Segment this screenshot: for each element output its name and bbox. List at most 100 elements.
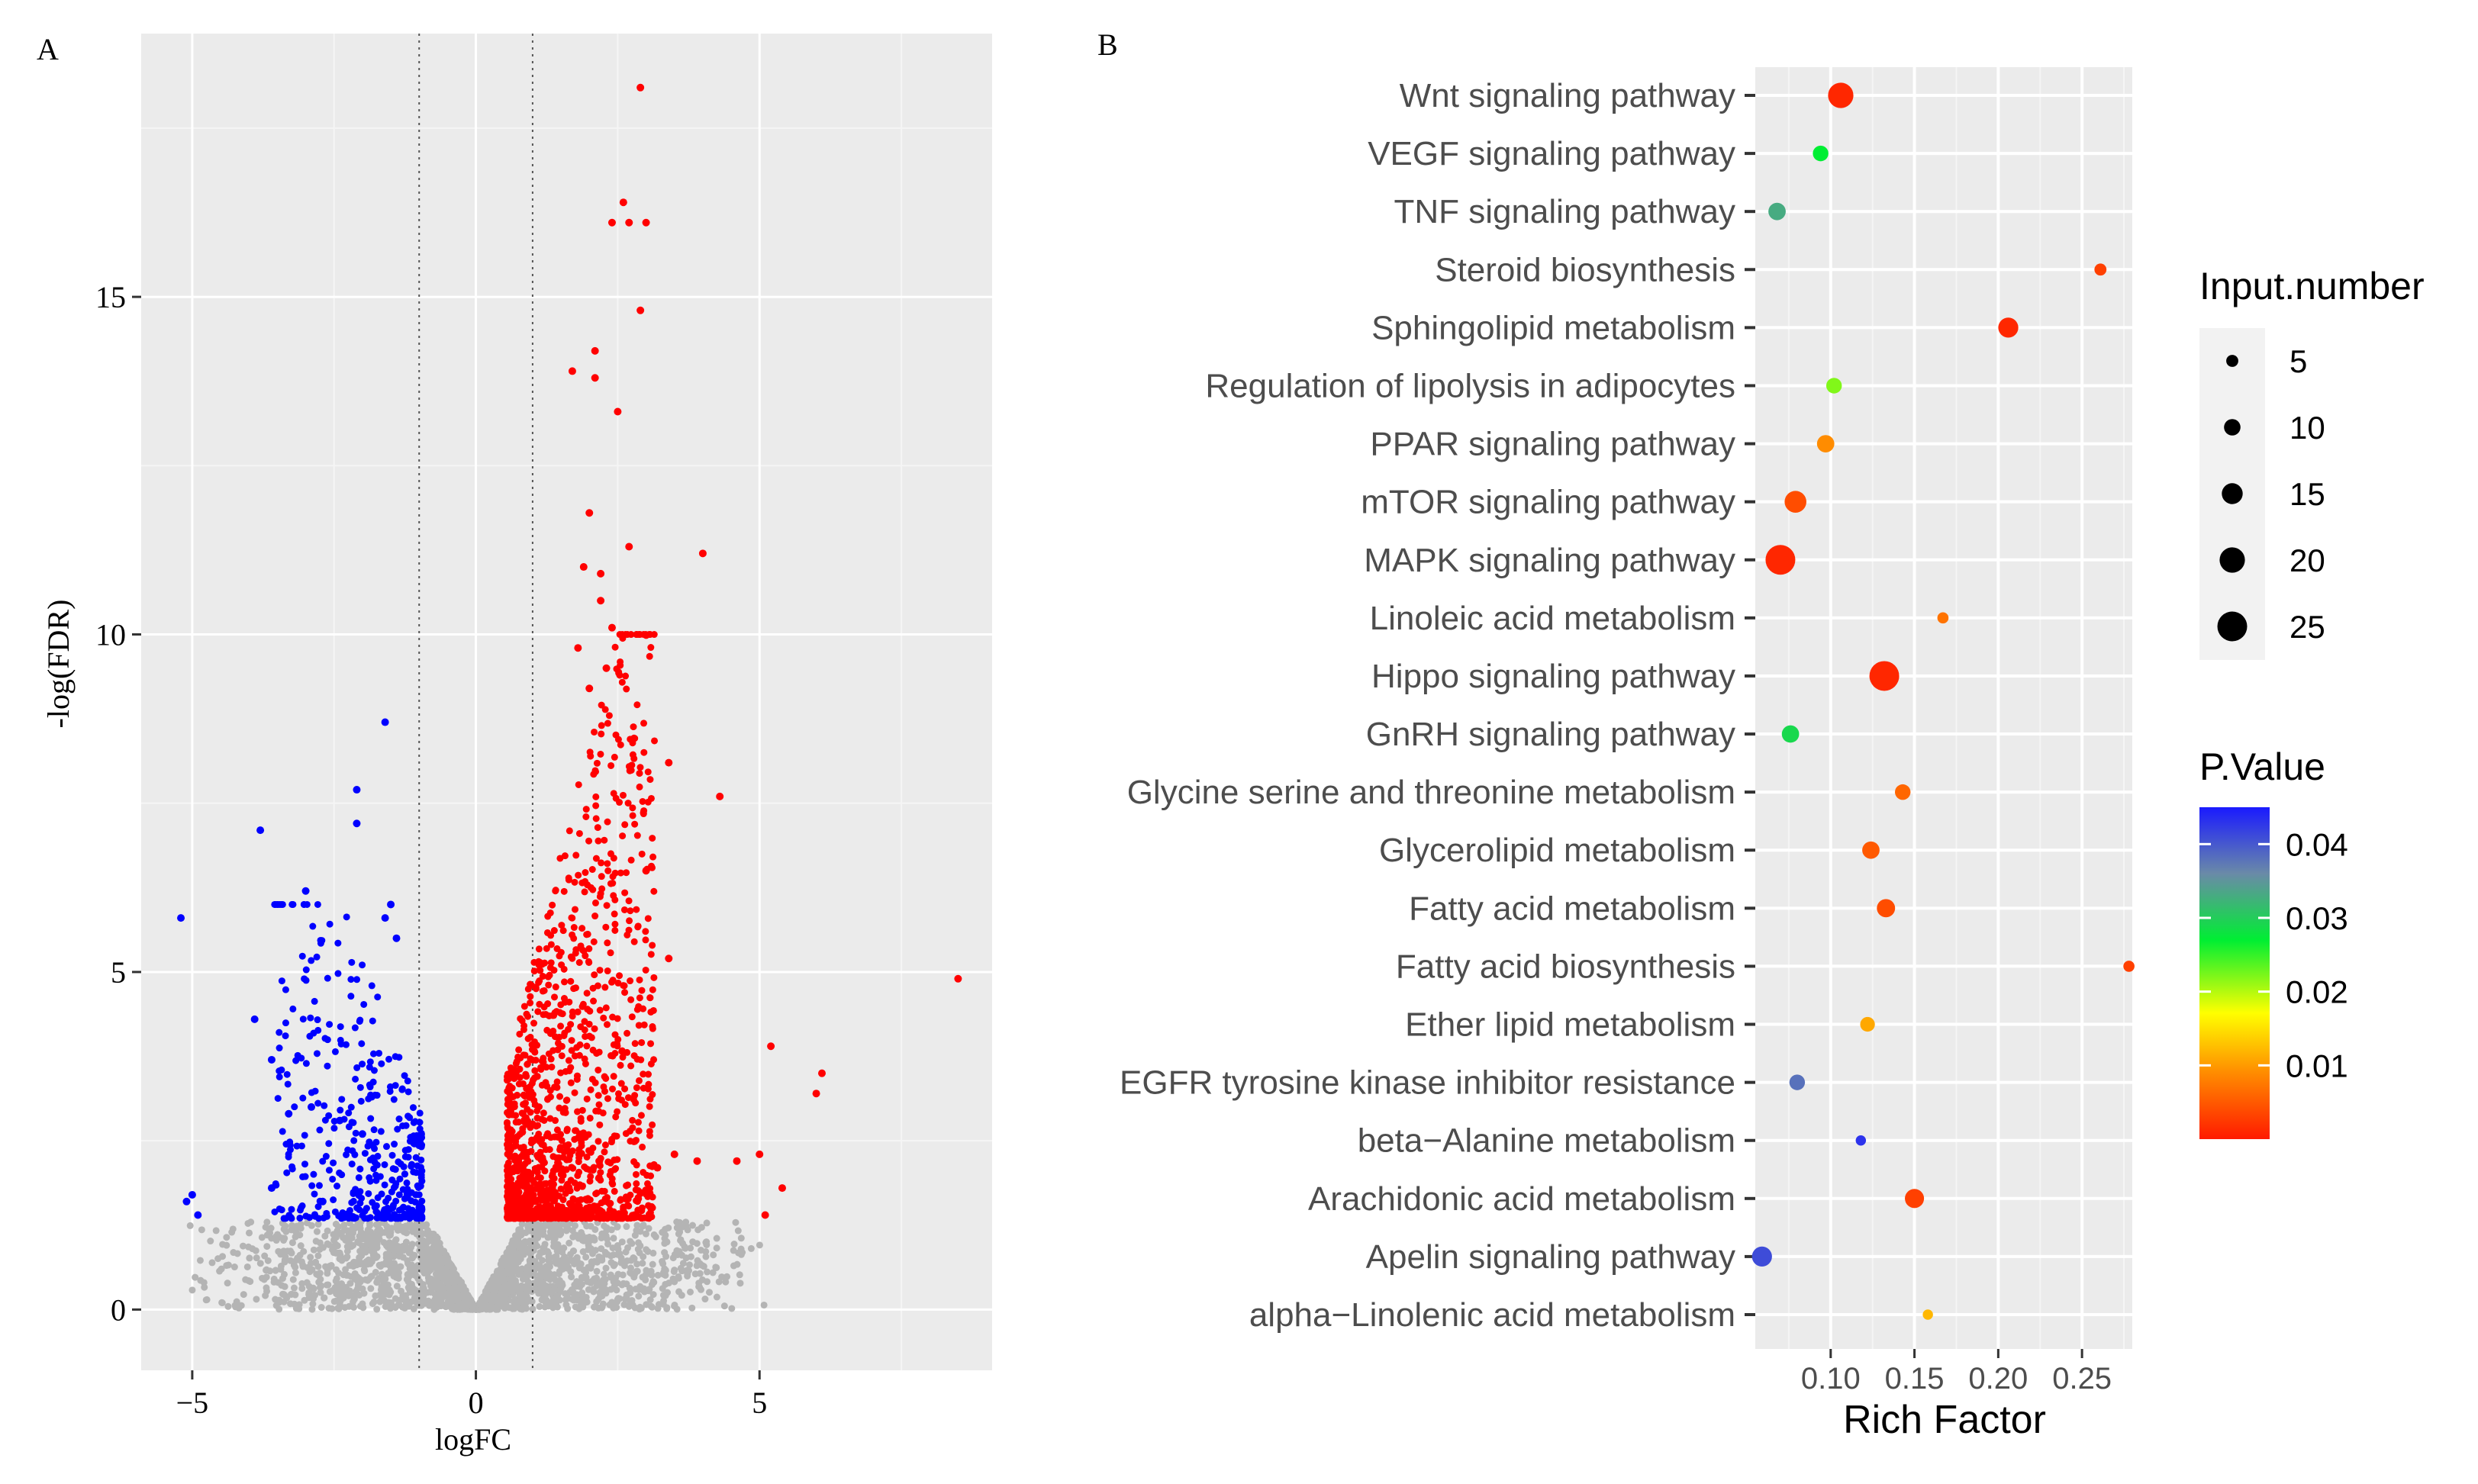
volcano-point-up <box>614 979 622 987</box>
volcano-point-up <box>611 1187 618 1195</box>
volcano-y-tick-label: 15 <box>95 280 126 314</box>
enrichment-pathway-label: EGFR tyrosine kinase inhibitor resistanc… <box>1120 1064 1735 1102</box>
volcano-point-ns <box>423 1221 430 1228</box>
volcano-point-ns <box>495 1270 503 1277</box>
enrichment-pathway-label: TNF signaling pathway <box>1394 193 1735 230</box>
volcano-point-up <box>649 1023 656 1031</box>
volcano-point-up <box>625 1202 633 1210</box>
volcano-minor-grid <box>141 34 992 1370</box>
volcano-point-ns <box>572 1260 579 1267</box>
volcano-point-ns <box>367 1285 375 1292</box>
volcano-point-up <box>636 976 643 983</box>
volcano-point-ns <box>354 1285 362 1292</box>
volcano-point-ns <box>299 1263 307 1270</box>
volcano-point-ns <box>623 1291 630 1299</box>
volcano-point-ns <box>614 1251 621 1258</box>
volcano-point-up <box>587 884 595 891</box>
volcano-point-up <box>602 664 611 672</box>
volcano-point-ns <box>472 1305 479 1313</box>
volcano-point-ns <box>338 1257 346 1264</box>
volcano-point-up <box>590 938 598 945</box>
volcano-point-up <box>533 1185 540 1193</box>
volcano-point-down <box>299 1094 307 1102</box>
volcano-point-up <box>621 1101 629 1109</box>
volcano-point-up <box>575 871 582 879</box>
volcano-point-up <box>649 942 656 949</box>
volcano-point-ns <box>540 1286 548 1294</box>
volcano-point-up <box>601 706 609 713</box>
volcano-point-down <box>331 1208 339 1215</box>
volcano-point-ns <box>218 1299 226 1306</box>
volcano-point-down <box>313 1050 321 1057</box>
volcano-point-up <box>566 998 573 1006</box>
volcano-point-up <box>614 407 622 416</box>
volcano-point-ns <box>186 1222 194 1229</box>
volcano-point-up <box>575 781 582 788</box>
volcano-point-up <box>611 869 619 877</box>
volcano-point-down <box>314 1203 322 1211</box>
volcano-point-ns <box>687 1253 694 1260</box>
volcano-point-up <box>573 1072 581 1080</box>
volcano-point-up <box>638 1038 646 1046</box>
volcano-point-ns <box>713 1235 720 1242</box>
volcano-point-down <box>188 1190 196 1199</box>
volcano-point-up <box>513 1057 520 1065</box>
enrichment-pathway-label: MAPK signaling pathway <box>1364 542 1735 579</box>
volcano-point-ns <box>261 1252 269 1260</box>
volcano-point-down <box>373 1214 381 1222</box>
size-legend-label: 15 <box>2289 476 2325 512</box>
size-legend-title: Input.number <box>2199 265 2425 307</box>
volcano-point-up <box>527 1210 534 1218</box>
enrichment-point <box>1816 435 1835 452</box>
volcano-point-up <box>523 1073 530 1080</box>
volcano-point-up <box>552 1206 559 1214</box>
volcano-point-down <box>321 1035 329 1042</box>
volcano-point-down <box>336 1116 344 1125</box>
volcano-point-up <box>622 672 630 680</box>
enrichment-point <box>1751 1246 1772 1267</box>
volcano-point-ns <box>424 1238 431 1245</box>
volcano-point-ns <box>539 1224 546 1231</box>
volcano-point-up <box>574 644 582 652</box>
volcano-point-ns <box>624 1257 631 1264</box>
volcano-point-up <box>634 922 642 930</box>
volcano-point-ns <box>262 1292 269 1299</box>
enrichment-panel: B alpha−Linolenic acid metabolism Apelin … <box>1097 27 2425 1442</box>
volcano-point-up <box>522 1099 530 1107</box>
volcano-point-up <box>570 985 578 993</box>
volcano-point-up <box>547 941 555 948</box>
volcano-point-up <box>627 996 635 1003</box>
volcano-point-up <box>633 832 641 839</box>
volcano-point-ns <box>219 1241 227 1248</box>
volcano-point-up <box>577 1118 585 1125</box>
volcano-point-ns <box>372 1221 380 1228</box>
volcano-point-up <box>588 1210 595 1218</box>
volcano-point-ns <box>747 1244 755 1252</box>
volcano-point-up <box>611 926 619 934</box>
volcano-point-ns <box>317 1304 325 1312</box>
volcano-point-ns <box>550 1299 558 1307</box>
volcano-point-up <box>629 751 636 758</box>
volcano-point-ns <box>422 1248 430 1256</box>
volcano-point-ns <box>564 1305 572 1312</box>
volcano-point-up <box>607 880 614 887</box>
volcano-point-up <box>620 982 627 990</box>
volcano-point-ns <box>633 1260 641 1268</box>
volcano-point-up <box>516 1074 524 1081</box>
volcano-point-ns <box>449 1293 456 1301</box>
volcano-point-ns <box>659 1291 667 1299</box>
volcano-point-up <box>624 1195 632 1202</box>
volcano-point-ns <box>649 1260 656 1268</box>
volcano-point-down <box>356 1016 364 1024</box>
volcano-point-down <box>307 1014 314 1022</box>
volcano-point-ns <box>345 1232 353 1240</box>
color-legend: P.Value 0.04 0.03 0.02 0.01 <box>2199 745 2348 1139</box>
volcano-point-ns <box>266 1229 274 1237</box>
volcano-point-ns <box>338 1280 346 1288</box>
volcano-point-up <box>565 1057 572 1064</box>
volcano-point-up <box>540 1116 548 1124</box>
volcano-point-ns <box>529 1305 537 1313</box>
volcano-point-ns <box>567 1268 575 1276</box>
volcano-point-ns <box>582 1254 590 1261</box>
volcano-point-up <box>544 1190 552 1198</box>
